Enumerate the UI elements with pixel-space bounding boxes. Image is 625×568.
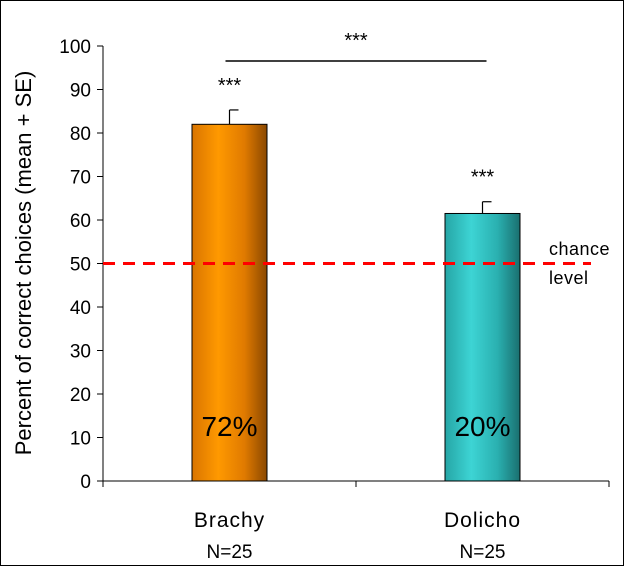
x-category-sublabel: N=25 [460,542,506,563]
x-category-sublabel: N=25 [207,542,253,563]
axes: 0 10 20 30 40 50 60 70 80 90 100 [59,37,610,493]
y-tick-label: 60 [70,211,91,232]
y-tick-label: 30 [70,342,91,363]
y-tick-label: 50 [70,255,91,276]
y-tick-label: 80 [70,124,91,145]
y-axis-title: Percent of correct choices (mean + SE) [11,71,36,456]
bar-percentage-label: 72% [201,411,257,442]
chance-level-label-line2: level [549,268,589,288]
x-category-label: Brachy [194,509,265,532]
y-tick-label: 40 [70,298,91,319]
x-category-label: Dolicho [444,509,521,532]
comparison-significance-label: *** [344,30,368,52]
y-tick-label: 70 [70,168,91,189]
significance-label: *** [218,75,242,97]
chance-level-reference: chance level [549,239,610,288]
y-tick-label: 90 [70,81,91,102]
significance-label: *** [471,167,495,189]
bar-brachy [191,123,268,482]
annotations: *** 72% Brachy N=25 *** 20% Dolicho N=25 *** [103,30,591,563]
y-tick-label: 0 [80,472,91,493]
y-tick-label: 10 [70,429,91,450]
bar-dolicho [444,212,521,482]
bar-percentage-label: 20% [454,411,510,442]
bars [191,109,521,482]
y-tick-label: 100 [59,37,91,58]
y-tick-label: 20 [70,385,91,406]
chance-level-label-line1: chance [549,239,610,259]
